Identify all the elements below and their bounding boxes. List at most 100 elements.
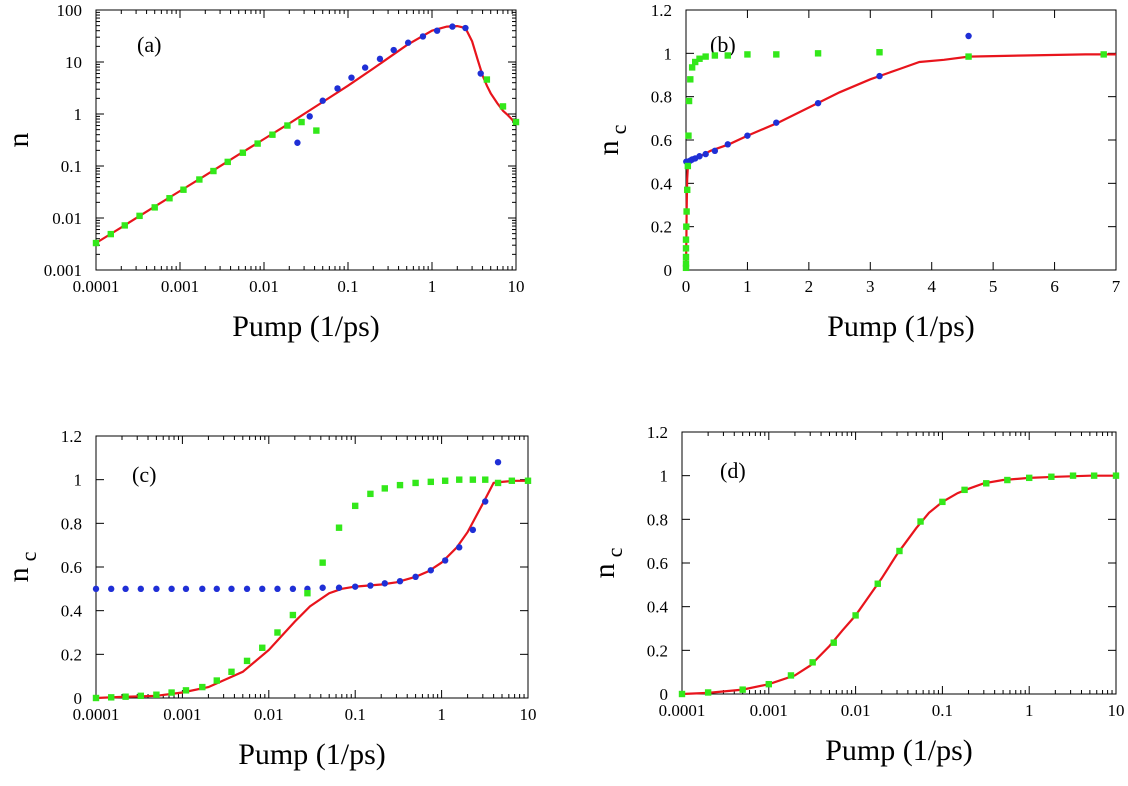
data-point-square — [182, 687, 190, 694]
plot-frame — [95, 9, 517, 271]
x-tick-label: 0.1 — [932, 701, 953, 720]
x-tick-label: 0.0001 — [659, 701, 706, 720]
data-point-circle — [199, 585, 206, 593]
y-tick-label: 0.8 — [61, 514, 82, 533]
series-line — [95, 24, 517, 244]
data-point-square — [1048, 473, 1055, 480]
data-point-square — [352, 502, 359, 510]
data-point-circle — [289, 585, 297, 593]
data-point-square — [210, 167, 217, 175]
y-tick-label: 1 — [74, 471, 83, 490]
data-point-square — [724, 52, 731, 59]
x-tick-label: 0.01 — [249, 277, 279, 296]
data-point-circle — [477, 70, 484, 77]
data-point-circle — [182, 585, 190, 593]
data-point-circle — [381, 580, 388, 587]
data-point-square — [702, 53, 709, 60]
data-point-square — [180, 186, 187, 193]
data-point-circle — [243, 585, 251, 593]
x-tick-label: 0.1 — [337, 277, 358, 296]
data-point-circle — [876, 72, 883, 80]
data-point-circle — [153, 585, 160, 593]
data-point-square — [830, 639, 837, 646]
data-point-square — [482, 476, 489, 483]
data-point-circle — [449, 23, 456, 30]
data-point-circle — [724, 141, 731, 148]
data-point-square — [696, 55, 703, 62]
chart-panel-4: 0.0001 0.001 0.01 0.1 1 10 0 0.2 0.4 0.6 0.8 1 1.2 Pu… — [588, 423, 1125, 767]
data-point-square — [168, 689, 175, 696]
data-point-circle — [469, 526, 477, 534]
data-point-square — [381, 485, 388, 492]
data-point-square — [874, 580, 881, 587]
data-point-square — [711, 52, 719, 59]
x-tick-label: 6 — [1050, 277, 1059, 296]
data-point-square — [512, 118, 520, 126]
x-tick-label: 10 — [520, 705, 537, 724]
data-point-square — [274, 629, 281, 636]
data-point-square — [1100, 51, 1107, 58]
data-point-square — [687, 76, 694, 83]
data-point-circle — [814, 99, 822, 107]
data-point-circle — [294, 139, 301, 146]
data-point-square — [196, 176, 203, 183]
data-point-square — [239, 149, 247, 156]
data-point-square — [284, 122, 291, 129]
x-tick-label: 0.01 — [841, 701, 871, 720]
data-point-circle — [412, 573, 419, 581]
x-tick-label: 4 — [927, 277, 936, 296]
data-point-circle — [108, 585, 115, 593]
data-point-circle — [433, 27, 441, 34]
data-point-square — [704, 689, 712, 696]
y-tick-label: 1 — [74, 105, 83, 124]
x-tick-label: 1 — [743, 277, 752, 296]
data-point-square — [213, 677, 220, 684]
data-point-square — [1112, 472, 1120, 479]
data-point-square — [483, 76, 491, 83]
data-point-square — [1026, 474, 1033, 482]
data-point-circle — [744, 132, 751, 139]
data-point-circle — [462, 24, 469, 32]
y-tick-label: 0 — [660, 685, 669, 704]
data-point-square — [682, 260, 690, 267]
data-point-circle — [696, 153, 703, 160]
data-point-circle — [711, 147, 719, 155]
data-point-square — [787, 672, 795, 679]
data-point-circle — [482, 498, 489, 505]
x-axis-title: Pump (1/ps) — [825, 734, 973, 767]
data-point-square — [678, 690, 686, 698]
data-point-square — [683, 223, 690, 230]
panel-label: (c) — [132, 462, 156, 487]
y-tick-label: 1.2 — [647, 423, 668, 442]
data-point-circle — [319, 584, 326, 591]
data-point-square — [896, 547, 903, 555]
x-tick-label: 1 — [1025, 701, 1034, 720]
data-point-circle — [367, 582, 374, 589]
data-point-circle — [319, 97, 326, 104]
series-line — [681, 474, 1116, 696]
data-point-circle — [390, 46, 397, 54]
data-point-square — [92, 694, 100, 702]
data-point-square — [765, 680, 772, 688]
data-point-square — [494, 479, 502, 487]
y-tick-label: 0.6 — [647, 554, 668, 573]
data-point-square — [682, 253, 690, 261]
data-point-square — [122, 693, 129, 700]
data-point-circle — [228, 585, 235, 593]
data-point-circle — [404, 39, 412, 46]
y-tick-label: 0.2 — [61, 645, 82, 664]
data-point-square — [692, 58, 699, 66]
y-tick-label: 0.2 — [651, 218, 672, 237]
data-point-square — [224, 158, 231, 166]
y-tick-label: 1 — [664, 44, 673, 63]
data-point-square — [683, 208, 690, 215]
x-tick-label: 1 — [437, 705, 446, 724]
data-point-circle — [122, 585, 129, 593]
x-axis-title: Pump (1/ps) — [238, 738, 386, 771]
data-point-square — [1069, 472, 1077, 479]
y-tick-label: 100 — [57, 1, 83, 20]
data-point-circle — [92, 585, 100, 593]
series-line — [95, 479, 528, 700]
data-point-circle — [334, 85, 341, 92]
